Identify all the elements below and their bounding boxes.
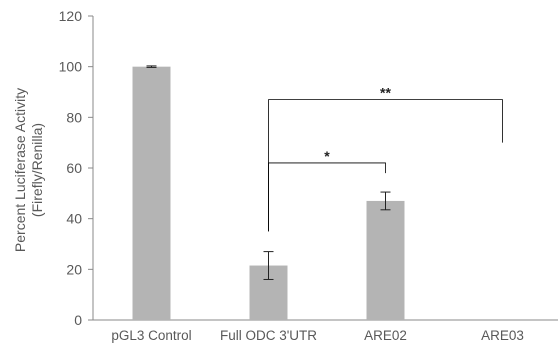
x-category-label: Full ODC 3'UTR (220, 328, 317, 343)
significance-brackets: *** (268, 85, 503, 232)
y-axis-label-line1: Percent Luciferase Activity (12, 88, 28, 252)
significance-label-2: ** (380, 85, 391, 101)
significance-bracket-2 (268, 99, 503, 232)
y-axis-label: Percent Luciferase Activity (Firefly/Ren… (12, 88, 45, 252)
y-tick-labels: 0 20 40 60 80 100 120 (59, 8, 83, 328)
y-tick-label: 60 (66, 160, 82, 176)
y-tick-label: 100 (59, 59, 83, 75)
significance-label-1: * (324, 148, 330, 164)
x-category-label: pGL3 Control (111, 328, 191, 343)
x-category-label: ARE02 (364, 328, 407, 343)
y-tick-label: 80 (66, 109, 82, 125)
y-tick-label: 120 (59, 8, 83, 24)
y-tick-label: 0 (74, 312, 82, 328)
error-bars (146, 65, 391, 280)
bar-3 (366, 200, 405, 320)
x-category-labels: pGL3 Control Full ODC 3'UTR ARE02 ARE03 (111, 328, 524, 343)
y-axis-label-line2: (Firefly/Renilla) (29, 123, 45, 217)
x-category-label: ARE03 (481, 328, 524, 343)
y-tick-label: 40 (66, 211, 82, 227)
bars (132, 66, 405, 321)
y-tick-label: 20 (66, 261, 82, 277)
bar-1 (132, 66, 171, 321)
